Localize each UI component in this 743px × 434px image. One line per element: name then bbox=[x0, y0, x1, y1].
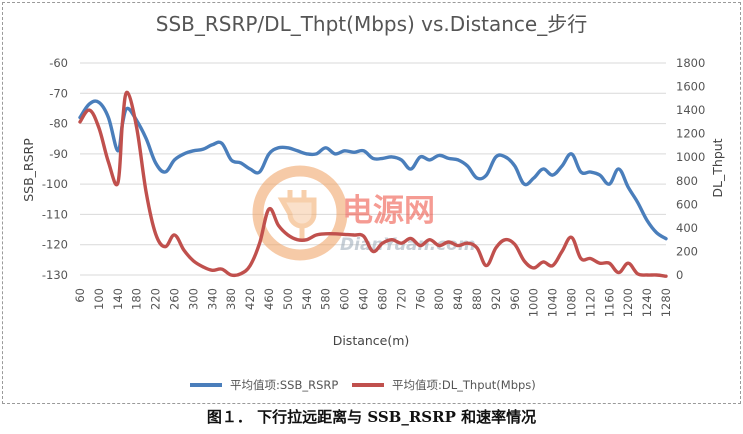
y-tick-label: -70 bbox=[49, 86, 68, 100]
x-tick-label: 760 bbox=[413, 288, 427, 310]
series-layer bbox=[78, 90, 668, 278]
x-axis-title: Distance(m) bbox=[333, 333, 410, 348]
y2-tick-label: 600 bbox=[676, 197, 698, 211]
series-line-rsrp bbox=[78, 99, 668, 241]
legend-label-thput: 平均值项:DL_Thput(Mbps) bbox=[392, 378, 536, 392]
y2-tick-label: 1400 bbox=[676, 103, 705, 117]
x-tick-label: 500 bbox=[281, 288, 295, 310]
watermark-brand-cn: 电源网 bbox=[342, 193, 435, 229]
x-tick-label: 100 bbox=[92, 288, 106, 310]
y-tick-label: -60 bbox=[49, 56, 68, 70]
legend-label-rsrp: 平均值项:SSB_RSRP bbox=[230, 378, 338, 392]
y2-tick-label: 800 bbox=[676, 174, 698, 188]
x-tick-label: 1120 bbox=[583, 288, 597, 317]
x-tick-label: 800 bbox=[432, 288, 446, 310]
x-tick-label: 540 bbox=[300, 288, 314, 310]
y-tick-label: -130 bbox=[42, 268, 68, 282]
y2-tick-label: 1600 bbox=[676, 80, 705, 94]
y-tick-label: -90 bbox=[49, 147, 68, 161]
x-tick-label: 140 bbox=[111, 288, 125, 310]
x-tick-label: 420 bbox=[243, 288, 257, 310]
x-tick-label: 680 bbox=[375, 288, 389, 310]
y2-tick-label: 400 bbox=[676, 221, 698, 235]
legend: 平均值项:SSB_RSRP 平均值项:DL_Thput(Mbps) bbox=[190, 378, 536, 392]
x-tick-label: 960 bbox=[508, 288, 522, 310]
x-tick-label: 1040 bbox=[546, 288, 560, 317]
figure-caption: 图１． 下行拉远距离与 SSB_RSRP 和速率情况 bbox=[206, 408, 537, 426]
y-tick-label: -80 bbox=[49, 117, 68, 131]
x-axis: 60 100 140 180 220 260 300 340 380 420 460 500 540 58… bbox=[73, 288, 673, 317]
x-tick-label: 580 bbox=[319, 288, 333, 310]
y2-tick-label: 0 bbox=[676, 268, 683, 282]
y-axis-right: 1800 1600 1400 1200 1000 800 600 400 200 0 bbox=[676, 56, 705, 282]
x-tick-label: 380 bbox=[224, 288, 238, 310]
x-tick-label: 880 bbox=[470, 288, 484, 310]
watermark-logo-ring bbox=[252, 165, 348, 261]
x-tick-label: 300 bbox=[186, 288, 200, 310]
x-tick-label: 1080 bbox=[564, 288, 578, 317]
y-axis-left: -60 -70 -80 -90 -100 -110 -120 -130 bbox=[42, 56, 68, 282]
x-tick-label: 600 bbox=[338, 288, 352, 310]
chart-frame bbox=[2, 2, 741, 404]
x-tick-label: 1160 bbox=[602, 288, 616, 317]
y-tick-label: -100 bbox=[42, 177, 68, 191]
x-tick-label: 180 bbox=[130, 288, 144, 310]
x-tick-label: 920 bbox=[489, 288, 503, 310]
x-tick-label: 260 bbox=[168, 288, 182, 310]
x-tick-label: 1280 bbox=[659, 288, 673, 317]
y-tick-label: -120 bbox=[42, 238, 68, 252]
gridlines bbox=[80, 62, 666, 276]
y2-tick-label: 200 bbox=[676, 244, 698, 258]
y2-tick-label: 1200 bbox=[676, 127, 705, 141]
x-tick-label: 460 bbox=[262, 288, 276, 310]
series-line-thput bbox=[78, 90, 668, 278]
plug-icon bbox=[277, 190, 317, 240]
chart-title: SSB_RSRP/DL_Thpt(Mbps) vs.Distance_步行 bbox=[155, 12, 588, 36]
y2-axis-title: DL_Thput bbox=[710, 138, 725, 197]
y-tick-label: -110 bbox=[42, 207, 68, 221]
x-tick-label: 640 bbox=[357, 288, 371, 310]
x-tick-label: 60 bbox=[73, 288, 87, 303]
x-tick-label: 220 bbox=[149, 288, 163, 310]
x-tick-label: 340 bbox=[205, 288, 219, 310]
x-tick-label: 1000 bbox=[527, 288, 541, 317]
y2-tick-label: 1800 bbox=[676, 56, 705, 70]
x-tick-label: 1200 bbox=[621, 288, 635, 317]
x-tick-label: 1240 bbox=[640, 288, 654, 317]
y-axis-title: SSB_RSRP bbox=[21, 138, 36, 202]
y2-tick-label: 1000 bbox=[676, 150, 705, 164]
x-tick-label: 840 bbox=[451, 288, 465, 310]
x-tick-label: 720 bbox=[394, 288, 408, 310]
